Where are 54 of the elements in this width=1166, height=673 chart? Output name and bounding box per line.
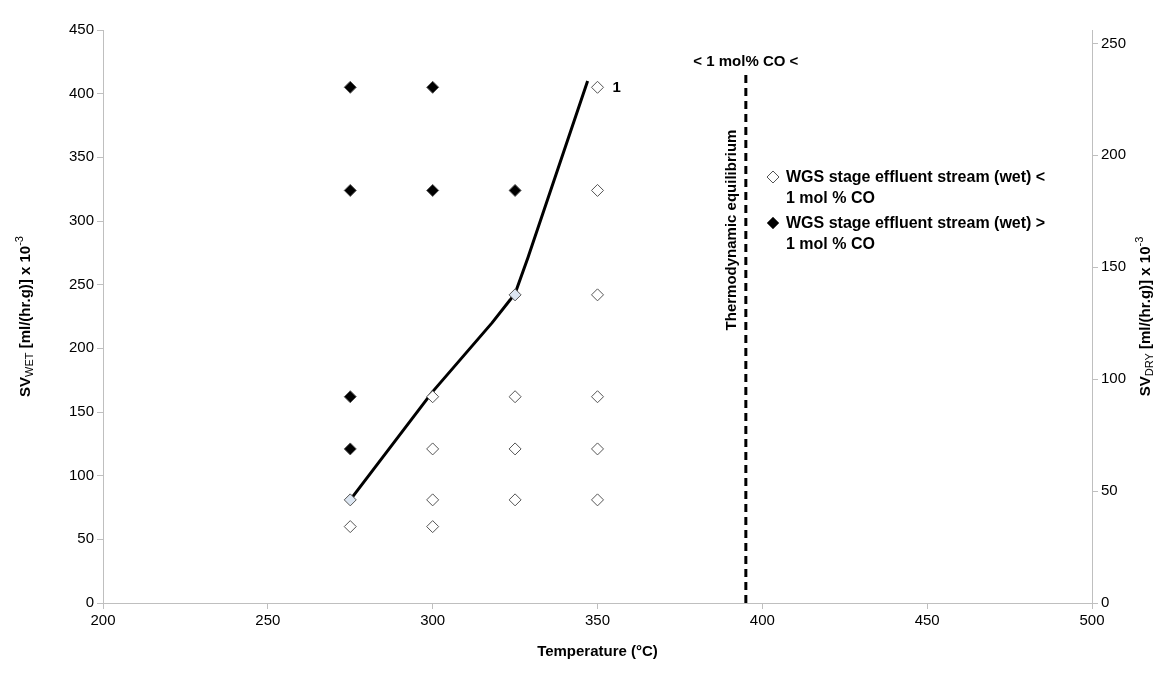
- y-tick-label: 400: [68, 83, 94, 101]
- point: [343, 493, 357, 507]
- x-axis-title: Temperature (°C): [537, 642, 658, 660]
- y2-tick-label: 250: [1101, 33, 1127, 51]
- y-tick-label: 50: [77, 529, 94, 547]
- y2-tick-label: 150: [1101, 257, 1127, 275]
- point: [426, 493, 440, 507]
- point: [343, 183, 357, 197]
- point: [508, 288, 522, 302]
- legend-label: WGS stage effluent stream (wet) > 1 mol % CO: [786, 213, 1047, 254]
- x-tick-label: 500: [1079, 611, 1105, 629]
- point: [426, 80, 440, 94]
- y2-tick-label: 50: [1101, 481, 1118, 499]
- y2-tick-label: 200: [1101, 145, 1127, 163]
- point: [508, 390, 522, 404]
- y-tick-label: 100: [68, 465, 94, 483]
- x-tick-label: 350: [584, 611, 611, 629]
- y-tick-label: 450: [68, 20, 94, 38]
- point: [591, 183, 604, 197]
- point: [591, 493, 604, 507]
- point: [343, 80, 357, 94]
- y-tick-label: 200: [68, 338, 94, 356]
- y-tick-label: 300: [68, 211, 94, 229]
- point: [343, 520, 357, 534]
- y2-tick-label: 100: [1101, 369, 1127, 387]
- point: [591, 80, 604, 94]
- point: [343, 390, 357, 404]
- point: [508, 442, 522, 456]
- x-tick-label: 400: [749, 611, 775, 629]
- point: [426, 442, 440, 456]
- annotation: 1: [612, 78, 621, 96]
- point: [591, 390, 604, 404]
- y-axis-title: SVWET [ml/(hr.g)] x 10-3: [13, 236, 36, 397]
- x-tick-label: 200: [90, 611, 116, 629]
- y-tick-label: 150: [68, 402, 94, 420]
- point: [426, 520, 440, 534]
- y2-tick-label: 0: [1101, 593, 1110, 611]
- x-tick-label: 300: [420, 611, 446, 629]
- y-tick-label: 0: [85, 593, 94, 611]
- point: [426, 390, 440, 404]
- y-tick-label: 250: [68, 274, 94, 292]
- x-tick-label: 450: [914, 611, 940, 629]
- point: [508, 493, 522, 507]
- y-tick-label: 350: [68, 147, 94, 165]
- point: [591, 288, 604, 302]
- legend-label: WGS stage effluent stream (wet) < 1 mol % CO: [786, 167, 1047, 208]
- y2-axis-title: SVDRY [ml/(hr.g)] x 10-3: [1133, 236, 1156, 397]
- ref-line-label: Thermodynamic equilibrium: [721, 129, 739, 331]
- point: [508, 183, 522, 197]
- point: [591, 442, 604, 456]
- annotation: < 1 mol% CO <: [693, 52, 799, 70]
- point: [426, 183, 440, 197]
- x-tick-label: 250: [255, 611, 281, 629]
- point: [343, 442, 357, 456]
